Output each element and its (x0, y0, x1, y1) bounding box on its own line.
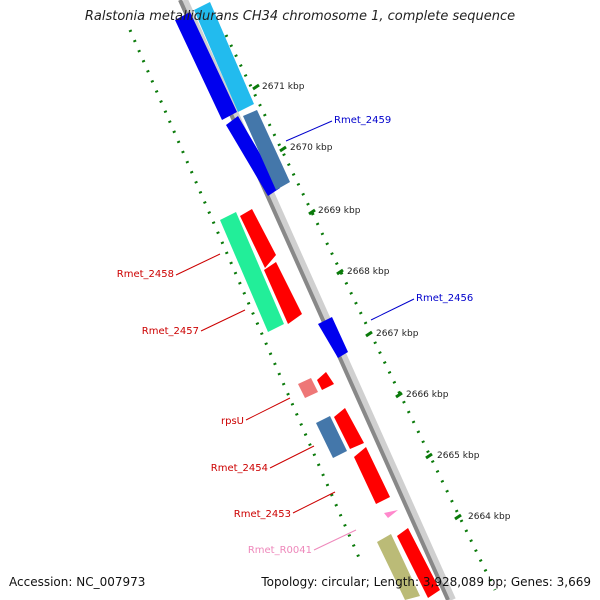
tick-label: 2668 kbp (347, 267, 390, 277)
gene-rpsu-orf[interactable] (298, 378, 318, 398)
callout-line (245, 397, 291, 421)
tick-mark (425, 452, 433, 460)
tick-mark (252, 83, 260, 91)
gene-label-rmet2454[interactable]: Rmet_2454 (211, 463, 268, 474)
gene-rmet2456[interactable] (318, 317, 348, 358)
gene-label-rmet2453[interactable]: Rmet_2453 (234, 509, 291, 520)
gene-label-rpsu[interactable]: rpsU (221, 416, 244, 427)
tick-mark (365, 330, 373, 338)
scale-line-inner (128, 29, 362, 561)
gene-rmet2457[interactable] (264, 262, 302, 324)
tick-label: 2671 kbp (262, 82, 305, 92)
gene-label-rmet-r0041[interactable]: Rmet_R0041 (248, 545, 312, 556)
tick-mark (454, 513, 462, 521)
gene-label-rmet2459[interactable]: Rmet_2459 (334, 115, 391, 126)
summary-text: Topology: circular; Length: 3,928,089 bp… (261, 575, 591, 589)
gene-rmet2454-cds[interactable] (334, 408, 364, 449)
gene-rmet2458-orf[interactable] (220, 212, 284, 332)
tick-mark (308, 208, 316, 216)
tick-label: 2665 kbp (437, 451, 480, 461)
callout-line (175, 253, 221, 276)
gene-reverse-orf-light[interactable] (194, 2, 254, 112)
gene-forward-bottom[interactable] (397, 528, 440, 598)
tick-label: 2666 kbp (406, 390, 449, 400)
gene-rmet2458[interactable] (240, 209, 276, 268)
callout-line (200, 309, 246, 332)
tick-label: 2670 kbp (290, 143, 333, 153)
map-title: Ralstonia metallidurans CH34 chromosome … (84, 9, 516, 24)
accession-text: Accession: NC_007973 (9, 575, 146, 589)
gene-reverse-orf-rmet2459[interactable] (243, 110, 290, 190)
gene-rpsu[interactable] (317, 372, 334, 390)
gene-other-bottom[interactable] (377, 534, 420, 600)
scale-ticks (252, 83, 462, 521)
tick-label: 2667 kbp (376, 329, 419, 339)
tick-mark (336, 268, 344, 276)
callout-line (313, 529, 357, 551)
tick-mark (395, 391, 403, 399)
tick-label: 2664 kbp (468, 512, 511, 522)
gene-reverse-cds-rmet2459-a[interactable] (226, 116, 280, 196)
gene-label-rmet2457[interactable]: Rmet_2457 (142, 326, 199, 337)
gene-label-rmet2458[interactable]: Rmet_2458 (117, 269, 174, 280)
scale-line-outer (224, 34, 497, 591)
gene-reverse-cds[interactable] (175, 12, 237, 120)
gene-rmet2454[interactable] (316, 416, 347, 458)
tick-label: 2669 kbp (318, 206, 361, 216)
callout-line (269, 445, 315, 469)
callout-line (285, 120, 333, 142)
gene-rmet-r0041[interactable] (384, 510, 398, 518)
tick-mark (279, 145, 287, 153)
gene-rmet2453[interactable] (354, 447, 390, 504)
gene-label-rmet2456[interactable]: Rmet_2456 (416, 293, 473, 304)
callout-line (292, 491, 336, 514)
callout-line (370, 298, 415, 321)
